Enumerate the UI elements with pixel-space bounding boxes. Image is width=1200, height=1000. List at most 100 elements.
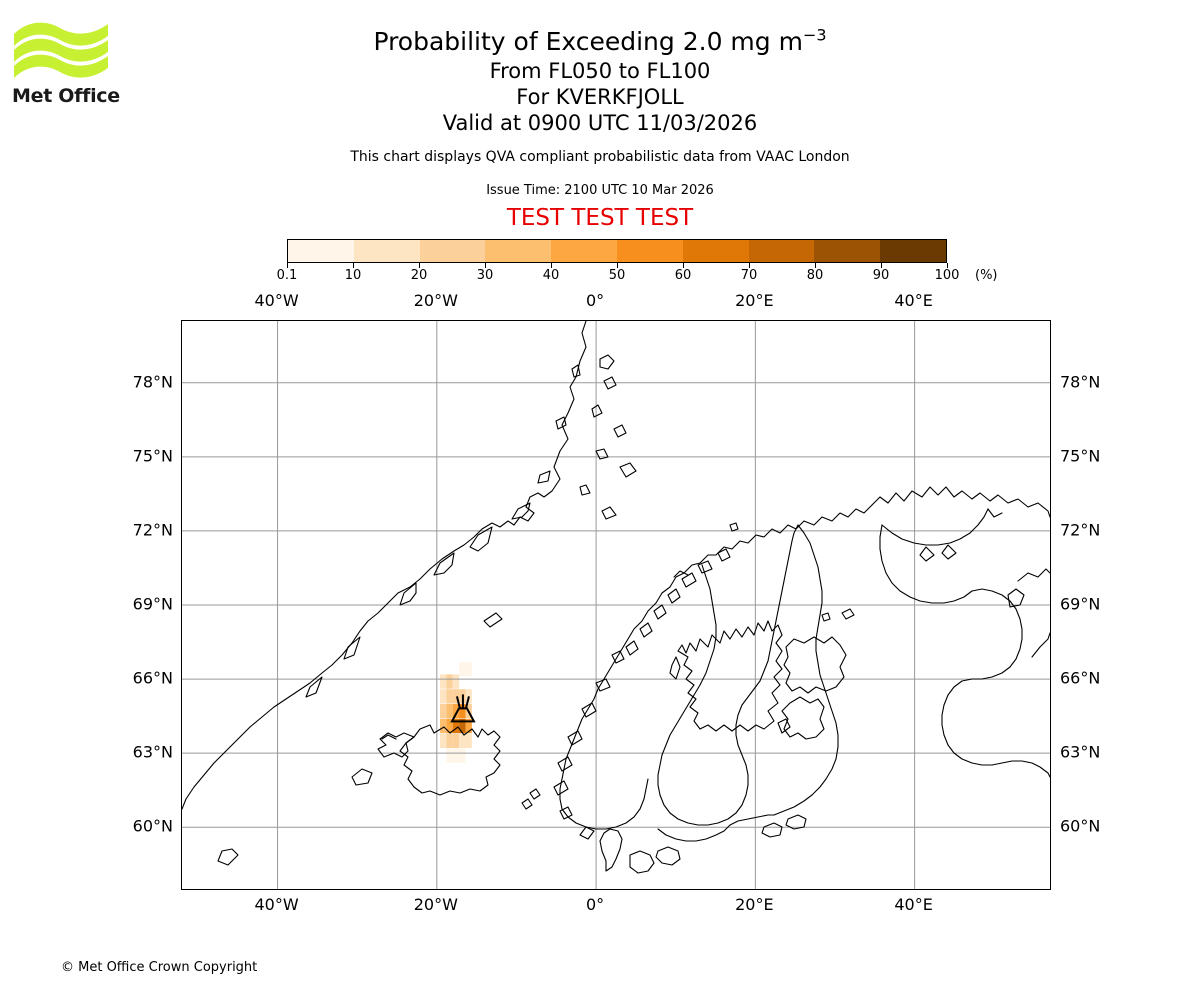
ash-cell — [440, 718, 447, 734]
lat-label-right-75: 75°N — [1060, 446, 1101, 466]
ash-cell — [465, 733, 472, 748]
lat-label-left-66: 66°N — [132, 668, 173, 688]
probability-colorbar — [287, 239, 947, 263]
coastlines — [182, 321, 1050, 874]
volcano-eruption-ray-2 — [464, 696, 470, 709]
ash-cell — [459, 733, 466, 748]
lat-label-right-72: 72°N — [1060, 520, 1101, 540]
ash-cell — [465, 662, 472, 677]
colorbar-ticklabel: 100 — [934, 268, 960, 283]
title-text: Probability of Exceeding 2.0 mg m — [373, 27, 803, 56]
colorbar-tickmark — [815, 263, 816, 268]
lat-label-right-60: 60°N — [1060, 816, 1101, 836]
volcano-eruption-ray-0 — [455, 696, 461, 709]
chart-header: Probability of Exceeding 2.0 mg m−3 From… — [0, 0, 1200, 232]
ash-cell — [459, 748, 466, 763]
valid-time-line: Valid at 0900 UTC 11/03/2026 — [442, 111, 758, 135]
colorbar-tickmark — [881, 263, 882, 268]
colorbar-ticklabel: 10 — [344, 268, 362, 283]
met-office-logo: Met Office — [12, 18, 132, 118]
lon-label-top-0: 0° — [585, 291, 605, 310]
title-exponent: −3 — [802, 25, 827, 45]
colorbar-swatch-8 — [814, 240, 881, 262]
ash-cell — [446, 733, 453, 748]
colorbar-tickmark — [749, 263, 750, 268]
flight-level-line: From FL050 to FL100 — [489, 59, 711, 83]
lon-label-bottom--20: 20°W — [413, 895, 458, 914]
colorbar-swatch-3 — [485, 240, 552, 262]
lat-label-right-78: 78°N — [1060, 372, 1101, 392]
volcano-name-line: For KVERKFJOLL — [516, 85, 684, 109]
issue-time-line: Issue Time: 2100 UTC 10 Mar 2026 — [486, 183, 714, 198]
map-gridlines — [182, 321, 1050, 889]
lat-label-left-63: 63°N — [132, 742, 173, 762]
met-office-wave-icon — [14, 22, 108, 78]
lon-label-bottom--40: 40°W — [254, 895, 299, 914]
colorbar-unit-label: (%) — [975, 268, 998, 283]
colorbar-ticklabel: 0.1 — [276, 268, 298, 283]
lat-label-left-72: 72°N — [132, 520, 173, 540]
lat-label-left-75: 75°N — [132, 446, 173, 466]
colorbar-tickmark — [617, 263, 618, 268]
colorbar-swatch-4 — [551, 240, 617, 262]
lon-label-bottom-40: 40°E — [894, 895, 933, 914]
map-plot-area[interactable] — [181, 320, 1051, 890]
ash-cell — [452, 674, 460, 689]
ash-cell — [452, 718, 460, 734]
ash-cell — [452, 689, 460, 704]
colorbar-swatch-0 — [288, 240, 354, 262]
colorbar-swatch-6 — [682, 240, 749, 262]
colorbar-tickmark — [947, 263, 948, 268]
lat-label-right-66: 66°N — [1060, 668, 1101, 688]
colorbar-swatch-7 — [748, 240, 815, 262]
ash-cell — [452, 704, 460, 719]
ash-cell — [446, 748, 453, 763]
lon-label-top--40: 40°W — [254, 291, 299, 310]
colorbar-tickmark — [551, 263, 552, 268]
colorbar-swatches — [287, 239, 947, 263]
colorbar-ticklabel: 60 — [674, 268, 692, 283]
colorbar-ticklabel: 90 — [872, 268, 890, 283]
ash-cell — [440, 674, 447, 689]
colorbar-swatch-9 — [880, 240, 946, 262]
colorbar-swatch-2 — [419, 240, 486, 262]
ash-cell — [452, 733, 460, 748]
lat-label-left-78: 78°N — [132, 372, 173, 392]
ash-cell — [459, 718, 466, 734]
ash-cell — [446, 718, 453, 734]
ash-cell — [440, 733, 447, 748]
colorbar-tickmark — [683, 263, 684, 268]
lon-label-top--20: 20°W — [413, 291, 458, 310]
qva-compliance-note: This chart displays QVA compliant probab… — [350, 149, 850, 165]
ash-cell — [446, 704, 453, 719]
lon-label-top-20: 20°E — [735, 291, 774, 310]
lat-label-left-60: 60°N — [132, 816, 173, 836]
colorbar-ticklabel: 20 — [410, 268, 428, 283]
lat-label-left-69: 69°N — [132, 594, 173, 614]
colorbar-ticklabel: 70 — [740, 268, 758, 283]
lat-label-right-69: 69°N — [1060, 594, 1101, 614]
colorbar-tickmark — [419, 263, 420, 268]
lon-label-bottom-0: 0° — [585, 895, 605, 914]
colorbar-swatch-5 — [616, 240, 683, 262]
colorbar-ticklabel: 50 — [608, 268, 626, 283]
colorbar-ticklabel: 80 — [806, 268, 824, 283]
colorbar-ticklabel: 30 — [476, 268, 494, 283]
ash-cell — [452, 748, 460, 763]
colorbar-swatch-1 — [353, 240, 420, 262]
ash-cell — [459, 704, 466, 719]
ash-cell — [459, 662, 466, 677]
colorbar-tick-axis: 0.1 10 20 30 40 50 60 70 80 90 100 — [277, 263, 959, 285]
ash-cell — [440, 704, 447, 719]
ash-cell — [446, 689, 453, 704]
ash-cell — [465, 718, 472, 734]
lat-label-right-63: 63°N — [1060, 742, 1101, 762]
page-title: Probability of Exceeding 2.0 mg m−3 — [0, 26, 1200, 58]
colorbar-tickmark — [287, 263, 288, 268]
colorbar-tickmark — [353, 263, 354, 268]
test-banner: TEST TEST TEST — [506, 205, 694, 231]
ash-cell — [440, 689, 447, 704]
lon-label-bottom-20: 20°E — [735, 895, 774, 914]
map-canvas — [182, 321, 1050, 889]
lon-label-top-40: 40°E — [894, 291, 933, 310]
